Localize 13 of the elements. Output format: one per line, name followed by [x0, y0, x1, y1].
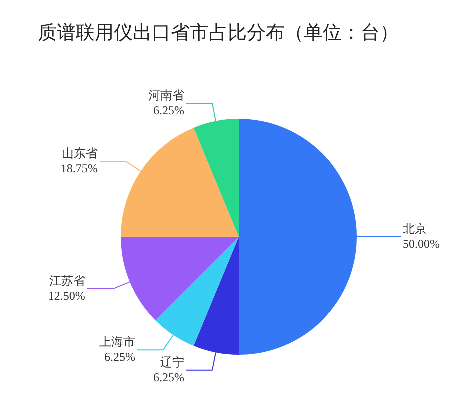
data-label: 50.00%: [403, 237, 440, 251]
slice-label: 河南省: [148, 88, 184, 103]
chart-title: 质谱联用仪出口省市占比分布（单位：台）: [38, 21, 399, 46]
data-label: 12.50%: [48, 289, 86, 304]
slice-label: 江苏省: [49, 274, 86, 288]
data-label: 6.25%: [104, 350, 136, 364]
data-label: 18.75%: [60, 161, 98, 176]
slice-label: 上海市: [99, 335, 136, 350]
data-label: 6.25%: [153, 104, 184, 118]
data-label: 6.25%: [153, 370, 184, 384]
slice-label: 北京: [403, 222, 427, 236]
slice-label: 辽宁: [160, 355, 184, 370]
slice-label: 山东省: [62, 146, 98, 160]
